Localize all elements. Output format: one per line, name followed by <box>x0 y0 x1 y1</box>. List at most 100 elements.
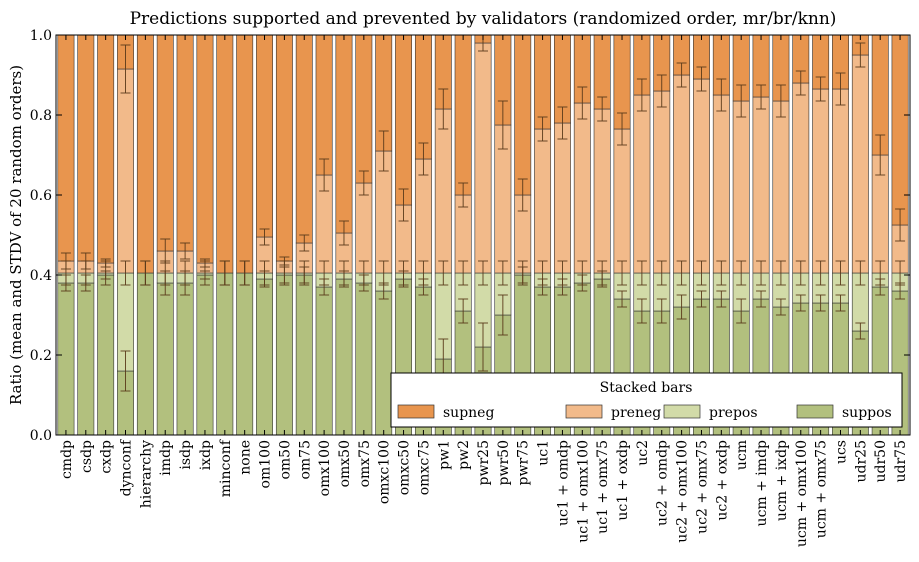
x-tick-label: uc1 + omx75 <box>595 440 611 534</box>
errorbar-preneg <box>199 258 210 268</box>
bar-preneg <box>673 74 691 274</box>
x-tick-label: imdp <box>158 440 174 476</box>
errorbar-preneg <box>180 242 191 260</box>
errorbar-suppos <box>676 294 687 320</box>
legend-title: Stacked bars <box>600 380 693 396</box>
x-tick-label: uc2 <box>635 440 651 466</box>
x-tick-label: uc2 + oxdp <box>714 440 730 521</box>
errorbar-preneg <box>60 252 71 270</box>
bar-preneg <box>474 42 492 274</box>
x-tick-label: ucm + ixdp <box>774 440 790 521</box>
errorbar-preneg <box>676 62 687 88</box>
bar-preneg <box>851 54 869 274</box>
x-tick-label: ucs <box>833 440 849 464</box>
x-tick-label: uc2 + omx100 <box>675 440 691 543</box>
errorbar-preneg <box>895 208 906 242</box>
x-tick-label: ixdp <box>198 440 214 470</box>
bar-supneg <box>275 34 293 262</box>
bar-supneg <box>136 34 154 274</box>
errorbar-suppos <box>696 290 707 308</box>
legend-label-prepos: prepos <box>709 405 758 421</box>
y-tick-label: 0.2 <box>30 348 52 364</box>
x-tick-label: none <box>238 440 254 475</box>
errorbar-preneg <box>597 96 608 122</box>
errorbar-suppos <box>60 274 71 292</box>
errorbar-positive <box>835 260 846 286</box>
errorbar-preneg <box>636 78 647 112</box>
errorbar-preneg <box>259 228 270 246</box>
bar-supneg <box>514 34 532 196</box>
x-tick-label: uc1 + oxdp <box>615 440 631 521</box>
x-tick-label: ucm <box>734 440 750 470</box>
errorbar-suppos <box>378 282 389 300</box>
errorbar-preneg <box>795 70 806 96</box>
x-tick-label: omx75 <box>357 440 373 487</box>
errorbar-suppos <box>656 298 667 324</box>
x-tick-label: dynconf <box>119 438 135 496</box>
x-tick-label: omxc75 <box>416 440 432 495</box>
bar-suppos <box>216 272 234 436</box>
errorbar-positive <box>120 260 131 286</box>
errorbar-positive <box>458 260 469 286</box>
errorbar-preneg <box>736 84 747 118</box>
errorbar-suppos <box>756 290 767 308</box>
x-tick-label: csdp <box>79 440 95 473</box>
bar-supneg <box>176 34 194 252</box>
bar-suppos <box>375 290 393 436</box>
errorbar-preneg <box>338 220 349 246</box>
errorbar-preneg <box>140 260 151 286</box>
bar-supneg <box>196 34 214 264</box>
legend-label-suppos: suppos <box>842 405 892 421</box>
errorbar-suppos <box>855 322 866 340</box>
bar-preneg <box>553 122 571 274</box>
errorbar-preneg <box>239 260 250 286</box>
x-tick-label: pwr25 <box>476 440 492 485</box>
bar-preneg <box>653 90 671 274</box>
bar-preneg <box>752 96 770 274</box>
plot-frame <box>55 34 911 436</box>
errorbar-preneg <box>299 234 310 252</box>
errorbar-positive <box>676 260 687 286</box>
bar-preneg <box>812 88 830 274</box>
bar-supneg <box>97 34 115 264</box>
errorbar-positive <box>736 260 747 286</box>
errorbar-preneg <box>775 84 786 118</box>
x-tick-label: om75 <box>297 440 313 480</box>
errorbar-preneg <box>517 178 528 212</box>
bar-supneg <box>315 34 333 176</box>
bar-suppos <box>176 282 194 436</box>
bar-preneg <box>414 158 432 274</box>
bar-suppos <box>196 274 214 436</box>
errorbar-positive <box>617 260 628 286</box>
errorbar-positive <box>497 260 508 286</box>
x-axis: cmdp csdp cxdp dynconf hierarchy imdp isdp ixdp… <box>59 35 909 547</box>
bar-suppos <box>77 282 95 436</box>
errorbar-suppos <box>80 274 91 292</box>
y-tick-label: 0.0 <box>30 428 52 444</box>
errorbar-suppos <box>537 278 548 296</box>
legend-swatch-prepos <box>663 404 701 419</box>
x-tick-label: uc1 + omx100 <box>575 440 591 543</box>
errorbar-preneg <box>438 88 449 130</box>
bar-suppos <box>256 278 273 436</box>
errorbar-suppos <box>120 350 131 392</box>
errorbar-suppos <box>557 278 568 296</box>
errorbar-preneg <box>577 86 588 120</box>
errorbar-suppos <box>795 294 806 312</box>
errorbar-suppos <box>160 270 171 296</box>
x-tick-label: udr25 <box>853 440 869 483</box>
legend-swatch-preneg <box>565 404 603 419</box>
errorbar-suppos <box>775 298 786 316</box>
bar-suppos <box>57 282 75 436</box>
bar-preneg <box>117 68 134 274</box>
errorbar-positive <box>636 260 647 286</box>
errorbar-preneg <box>875 134 886 176</box>
y-tick-label: 0.4 <box>30 268 52 284</box>
bar-supneg <box>236 34 254 274</box>
errorbar-preneg <box>120 44 131 94</box>
errorbar-preneg <box>378 130 389 172</box>
bar-supneg <box>216 34 234 274</box>
errorbar-positive <box>478 260 488 286</box>
chart-title: Predictions supported and prevented by v… <box>130 9 837 29</box>
y-tick-label: 1.0 <box>30 28 52 44</box>
